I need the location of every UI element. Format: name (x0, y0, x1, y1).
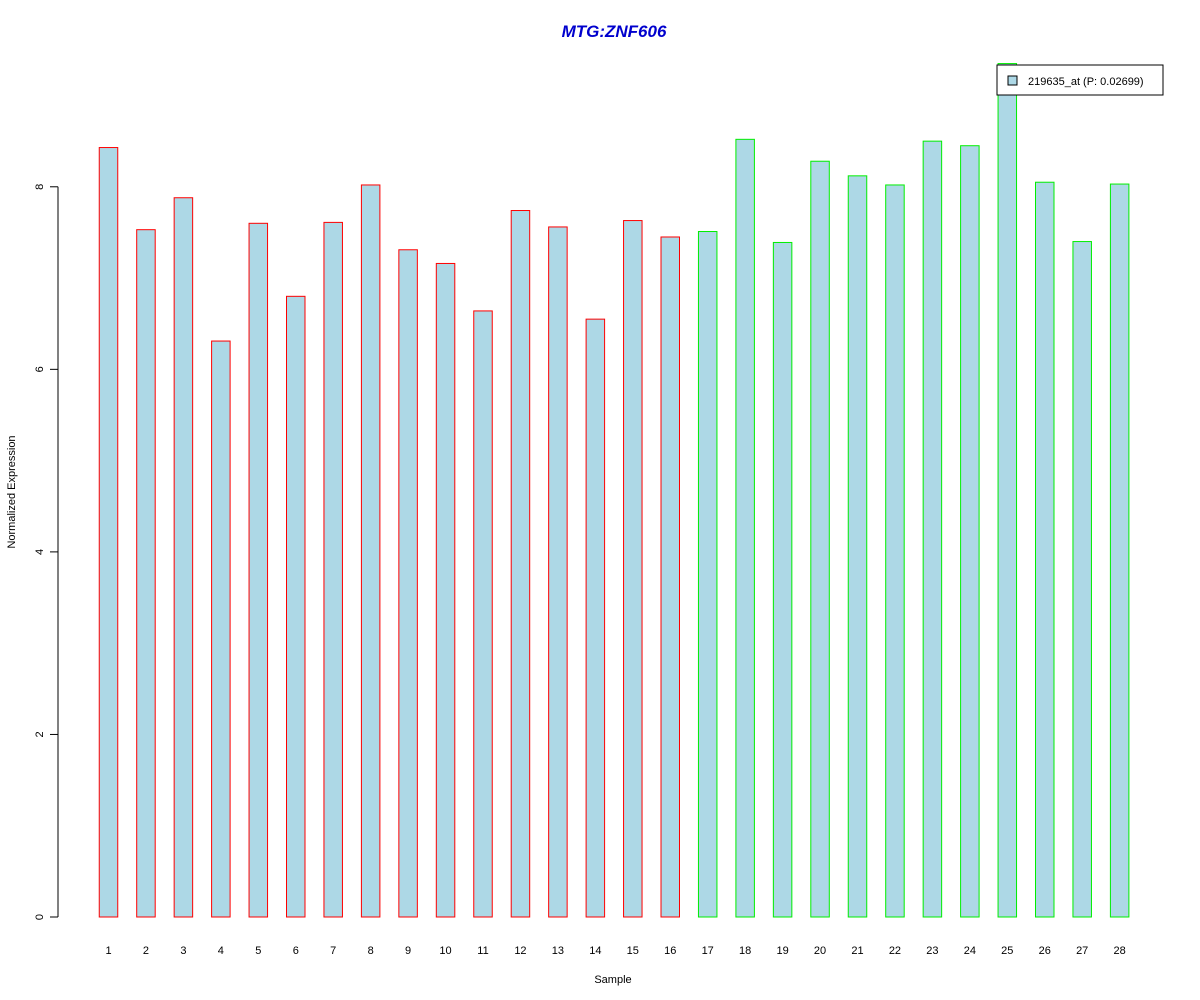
x-tick-labels: 1 2 3 4 5 6 7 8 9 10 11 12 13 14 15 16 17 18 19 20 21 22 23 24 2… (105, 945, 1125, 957)
legend-swatch (1007, 75, 1018, 86)
bar-sample-23 (922, 140, 943, 918)
x-tick-label: 25 (1001, 945, 1013, 957)
bar-sample-13 (548, 226, 568, 918)
x-tick-label: 24 (964, 945, 976, 957)
bar-sample-16 (660, 236, 680, 918)
bars (98, 63, 1130, 918)
bar-sample-15 (623, 220, 643, 918)
x-tick-label: 11 (477, 945, 488, 957)
x-tick-label: 20 (814, 945, 826, 957)
x-tick-label: 8 (368, 945, 374, 957)
x-axis-label: Sample (594, 974, 631, 986)
bar-sample-2 (136, 229, 156, 918)
x-tick-label: 7 (330, 945, 336, 957)
x-tick-label: 12 (514, 945, 526, 957)
bar-sample-3 (173, 197, 194, 918)
bar-sample-17 (697, 231, 718, 918)
x-tick-label: 4 (218, 945, 224, 957)
x-tick-label: 6 (293, 945, 299, 957)
bar-sample-8 (360, 184, 381, 918)
x-tick-label: 5 (255, 945, 261, 957)
bar-sample-20 (810, 160, 830, 918)
y-tick-label: 6 (34, 366, 46, 372)
bar-sample-11 (473, 310, 493, 918)
bar-sample-14 (585, 318, 606, 918)
x-tick-label: 9 (405, 945, 411, 957)
x-tick-label: 19 (776, 945, 788, 957)
bar-sample-26 (1035, 181, 1055, 918)
x-tick-label: 15 (627, 945, 639, 957)
x-tick-label: 1 (105, 945, 111, 957)
y-tick-label: 2 (34, 731, 46, 737)
bar-sample-28 (1109, 183, 1130, 918)
bar-sample-1 (98, 147, 119, 918)
bar-sample-4 (211, 340, 231, 918)
bar-sample-12 (510, 210, 531, 918)
bar-sample-25 (997, 63, 1018, 918)
x-tick-label: 2 (143, 945, 149, 957)
legend-label: 219635_at (P: 0.02699) (1028, 76, 1144, 88)
x-tick-label: 3 (180, 945, 186, 957)
chart-title: MTG:ZNF606 (562, 22, 667, 41)
x-tick-label: 27 (1076, 945, 1088, 957)
bar-sample-21 (847, 175, 868, 918)
bar-sample-24 (960, 145, 980, 918)
x-tick-label: 17 (702, 945, 714, 957)
x-tick-label: 10 (439, 945, 451, 957)
y-axis: 0 2 4 6 8 (34, 184, 59, 920)
bar-sample-10 (435, 262, 456, 918)
x-tick-label: 13 (552, 945, 564, 957)
bar-sample-5 (248, 222, 269, 918)
bar-sample-18 (735, 138, 755, 918)
legend-box (996, 64, 1164, 96)
x-tick-label: 14 (589, 945, 601, 957)
bar-sample-27 (1072, 241, 1092, 918)
x-tick-label: 16 (664, 945, 676, 957)
legend: 219635_at (P: 0.02699) (996, 64, 1164, 96)
bar-sample-22 (885, 184, 905, 918)
bar-sample-7 (323, 221, 343, 918)
x-tick-label: 26 (1039, 945, 1051, 957)
y-tick-label: 8 (34, 184, 46, 190)
y-tick-label: 4 (34, 549, 46, 555)
x-tick-label: 18 (739, 945, 751, 957)
x-tick-label: 22 (889, 945, 901, 957)
x-tick-label: 21 (851, 945, 863, 957)
y-axis-label: Normalized Expression (6, 435, 18, 548)
bar-sample-6 (286, 295, 306, 918)
x-tick-label: 28 (1114, 945, 1126, 957)
bar-sample-19 (772, 241, 793, 918)
y-tick-label: 0 (34, 914, 46, 920)
x-tick-label: 23 (926, 945, 938, 957)
bar-sample-9 (398, 249, 418, 918)
